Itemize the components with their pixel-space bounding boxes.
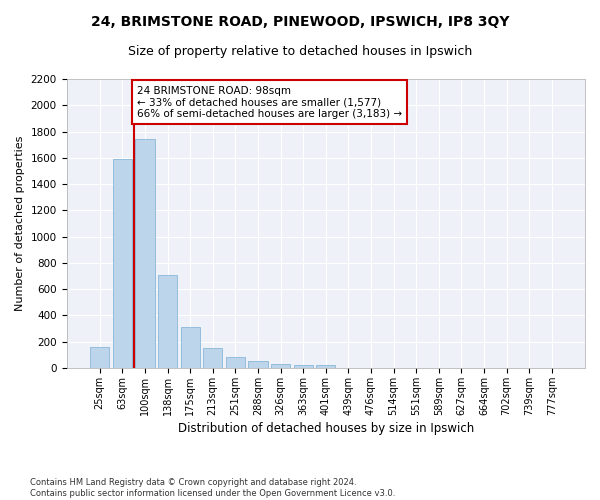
- Bar: [181, 326, 200, 368]
- Bar: [226, 358, 245, 368]
- Bar: [316, 366, 335, 368]
- Bar: [113, 159, 132, 368]
- Bar: [136, 139, 155, 368]
- Bar: [158, 274, 177, 368]
- X-axis label: Distribution of detached houses by size in Ipswich: Distribution of detached houses by size …: [178, 422, 474, 435]
- Text: 24 BRIMSTONE ROAD: 98sqm
← 33% of detached houses are smaller (1,577)
66% of sem: 24 BRIMSTONE ROAD: 98sqm ← 33% of detach…: [137, 86, 402, 119]
- Text: 24, BRIMSTONE ROAD, PINEWOOD, IPSWICH, IP8 3QY: 24, BRIMSTONE ROAD, PINEWOOD, IPSWICH, I…: [91, 15, 509, 29]
- Bar: [248, 360, 268, 368]
- Bar: [203, 348, 223, 368]
- Bar: [90, 347, 109, 368]
- Bar: [271, 364, 290, 368]
- Text: Size of property relative to detached houses in Ipswich: Size of property relative to detached ho…: [128, 45, 472, 58]
- Text: Contains HM Land Registry data © Crown copyright and database right 2024.
Contai: Contains HM Land Registry data © Crown c…: [30, 478, 395, 498]
- Y-axis label: Number of detached properties: Number of detached properties: [15, 136, 25, 311]
- Bar: [293, 364, 313, 368]
